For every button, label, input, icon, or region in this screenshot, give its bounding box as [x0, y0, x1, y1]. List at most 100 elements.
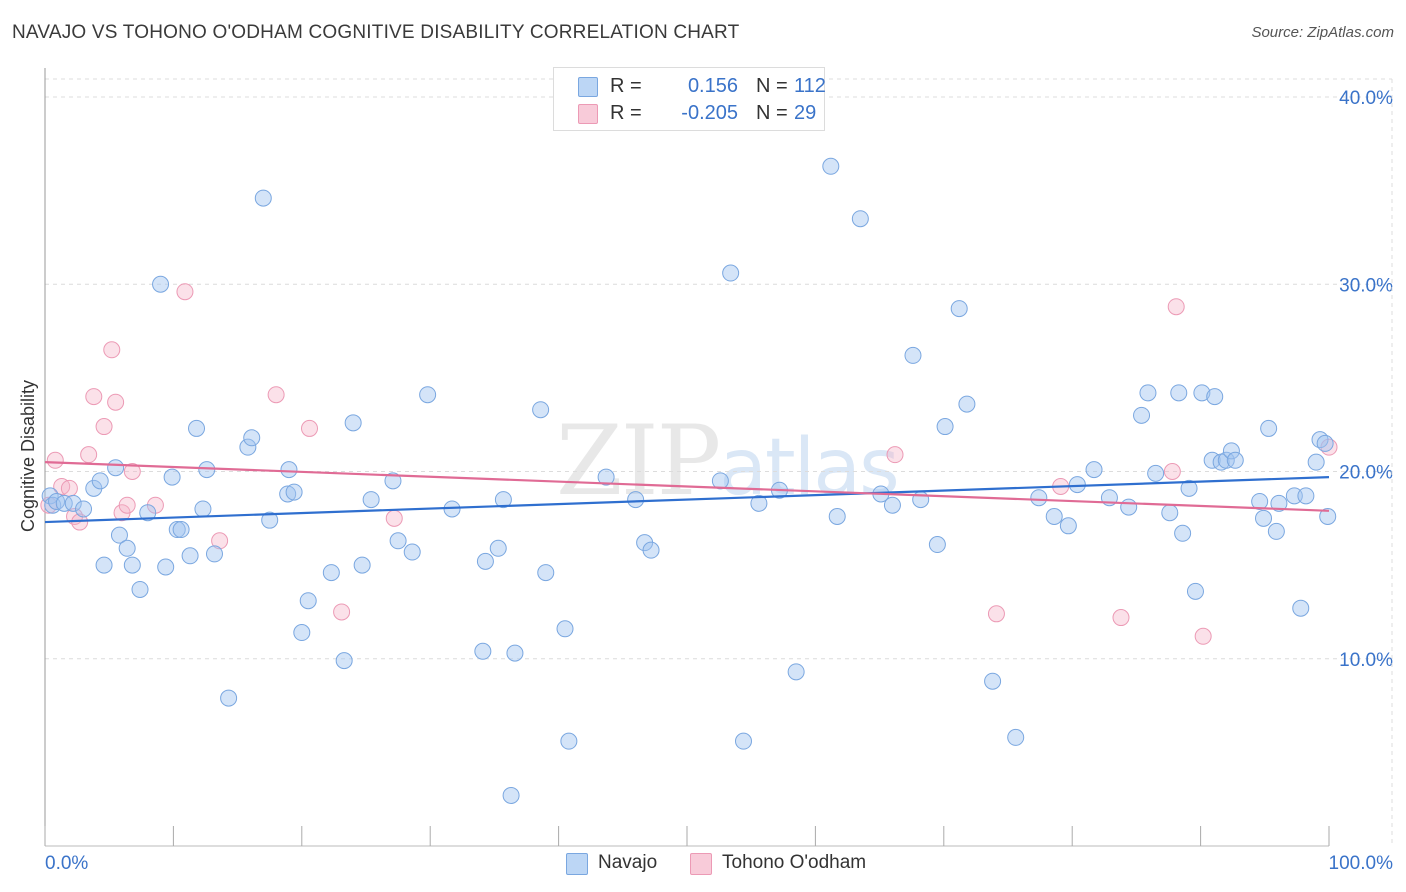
point-navajo [787, 663, 805, 681]
point-tohono [1112, 609, 1130, 627]
point-navajo [389, 532, 407, 550]
point-tohono [80, 446, 98, 464]
y-tick-label: 10.0% [1339, 650, 1393, 671]
legend-n-label: N = [756, 75, 788, 97]
point-navajo [1270, 494, 1288, 512]
y-tick-label: 30.0% [1339, 275, 1393, 296]
point-navajo [1251, 492, 1269, 510]
bottom-legend-label-navajo: Navajo [598, 852, 658, 873]
point-navajo [1186, 582, 1204, 600]
point-navajo [344, 414, 362, 432]
point-navajo [220, 689, 238, 707]
point-navajo [474, 642, 492, 660]
point-navajo [1120, 498, 1138, 516]
point-navajo [627, 491, 645, 509]
point-navajo [168, 521, 186, 539]
point-navajo [239, 438, 257, 456]
bottom-legend-swatch-navajo [566, 853, 588, 875]
point-navajo [556, 620, 574, 638]
point-navajo [419, 386, 437, 404]
point-navajo [91, 472, 109, 490]
point-tohono [385, 509, 403, 527]
point-navajo [506, 644, 524, 662]
legend-n-value: 112 [794, 75, 826, 97]
legend-r-label: R = [610, 102, 642, 124]
point-navajo [1085, 461, 1103, 479]
point-navajo [532, 401, 550, 419]
point-navajo [335, 652, 353, 670]
point-navajo [362, 491, 380, 509]
point-navajo [734, 732, 752, 750]
point-navajo [950, 300, 968, 318]
point-tohono [176, 283, 194, 301]
point-navajo [322, 564, 340, 582]
point-navajo [403, 543, 421, 561]
source-credit: Source: ZipAtlas.com [1251, 24, 1394, 41]
point-navajo [279, 485, 297, 503]
point-navajo [1206, 388, 1224, 406]
legend-r-value: -0.205 [681, 102, 738, 124]
point-navajo [1193, 384, 1211, 402]
trend-line-tohono [44, 461, 1330, 512]
point-navajo [75, 500, 93, 518]
y-axis-label: Cognitive Disability [18, 380, 38, 532]
point-tohono [1194, 627, 1212, 645]
point-navajo [1147, 464, 1165, 482]
point-navajo [1226, 451, 1244, 469]
point-tohono [987, 605, 1005, 623]
legend-r-value: 0.156 [687, 75, 738, 97]
point-navajo [123, 556, 141, 574]
point-tohono [267, 386, 285, 404]
point-tohono [118, 496, 136, 514]
point-navajo [1285, 487, 1303, 505]
point-navajo [822, 157, 840, 175]
point-navajo [904, 346, 922, 364]
point-navajo [912, 491, 930, 509]
point-navajo [243, 429, 261, 447]
point-navajo [1059, 517, 1077, 535]
point-navajo [1170, 384, 1188, 402]
point-navajo [198, 461, 216, 479]
point-navajo [1174, 524, 1192, 542]
point-navajo [163, 468, 181, 486]
point-navajo [537, 564, 555, 582]
bottom-legend-label-tohono: Tohono O'odham [722, 852, 867, 873]
point-navajo [1180, 479, 1198, 497]
point-navajo [181, 547, 199, 565]
point-tohono [886, 446, 904, 464]
point-navajo [1217, 451, 1235, 469]
point-navajo [205, 545, 223, 563]
point-navajo [188, 419, 206, 437]
point-navajo [958, 395, 976, 413]
legend-n-label: N = [756, 102, 788, 124]
point-navajo [722, 264, 740, 282]
point-navajo [502, 786, 520, 804]
point-tohono [107, 393, 125, 411]
point-navajo [711, 472, 729, 490]
point-navajo [152, 275, 170, 293]
stats-legend: R = 0.156 N = 112 R = -0.205 N = 29 [553, 67, 826, 131]
point-navajo [107, 459, 125, 477]
point-navajo [476, 552, 494, 570]
point-navajo [560, 732, 578, 750]
point-navajo [1133, 406, 1151, 424]
point-tohono [60, 479, 78, 497]
y-tick-label: 20.0% [1339, 463, 1393, 484]
point-tohono [211, 532, 229, 550]
point-tohono [103, 341, 121, 359]
point-navajo [984, 672, 1002, 690]
point-navajo [1139, 384, 1157, 402]
point-navajo [928, 536, 946, 554]
bottom-legend-swatch-tohono [690, 853, 712, 875]
point-navajo [64, 494, 82, 512]
chart-title: NAVAJO VS TOHONO O'ODHAM COGNITIVE DISAB… [12, 22, 740, 43]
x-tick-label: 100.0% [1329, 853, 1394, 874]
point-tohono [85, 388, 103, 406]
point-navajo [1161, 504, 1179, 522]
point-tohono [1163, 463, 1181, 480]
point-navajo [597, 468, 615, 486]
point-navajo [750, 494, 768, 512]
point-navajo [1255, 509, 1273, 527]
point-navajo [1316, 434, 1334, 452]
